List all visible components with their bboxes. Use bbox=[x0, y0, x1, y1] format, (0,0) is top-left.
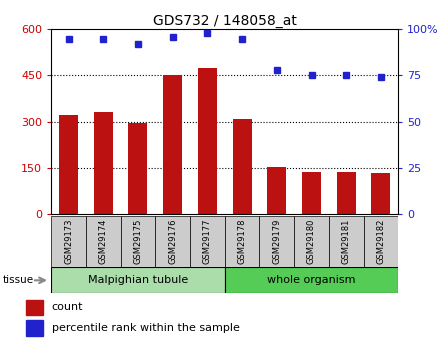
Text: GSM29179: GSM29179 bbox=[272, 219, 281, 264]
Bar bbox=[259, 216, 294, 267]
Text: GSM29173: GSM29173 bbox=[64, 219, 73, 264]
Text: GSM29180: GSM29180 bbox=[307, 219, 316, 264]
Bar bbox=[129, 123, 147, 214]
Bar bbox=[51, 267, 225, 293]
Bar bbox=[233, 119, 251, 214]
Text: GSM29177: GSM29177 bbox=[203, 219, 212, 264]
Bar bbox=[26, 299, 43, 315]
Bar bbox=[59, 116, 78, 214]
Bar bbox=[302, 172, 321, 214]
Bar bbox=[155, 216, 190, 267]
Text: whole organism: whole organism bbox=[267, 275, 356, 285]
Bar bbox=[190, 216, 225, 267]
Bar bbox=[26, 320, 43, 336]
Text: GSM29174: GSM29174 bbox=[99, 219, 108, 264]
Text: GSM29182: GSM29182 bbox=[376, 219, 385, 264]
Bar bbox=[267, 167, 286, 214]
Bar bbox=[121, 216, 155, 267]
Bar bbox=[329, 216, 364, 267]
Text: GSM29181: GSM29181 bbox=[342, 219, 351, 264]
Bar bbox=[198, 68, 217, 214]
Bar bbox=[294, 216, 329, 267]
Bar bbox=[51, 216, 86, 267]
Bar bbox=[163, 76, 182, 214]
Title: GDS732 / 148058_at: GDS732 / 148058_at bbox=[153, 14, 297, 28]
Bar bbox=[372, 173, 390, 214]
Bar bbox=[337, 172, 356, 214]
Text: percentile rank within the sample: percentile rank within the sample bbox=[52, 323, 239, 333]
Bar bbox=[86, 216, 121, 267]
Bar bbox=[94, 112, 113, 214]
Bar bbox=[364, 216, 398, 267]
Text: GSM29175: GSM29175 bbox=[134, 219, 142, 264]
Text: count: count bbox=[52, 303, 83, 313]
Bar bbox=[225, 216, 259, 267]
Text: GSM29178: GSM29178 bbox=[238, 219, 247, 264]
Text: tissue: tissue bbox=[2, 275, 33, 285]
Text: GSM29176: GSM29176 bbox=[168, 219, 177, 264]
Bar bbox=[225, 267, 398, 293]
Text: Malpighian tubule: Malpighian tubule bbox=[88, 275, 188, 285]
